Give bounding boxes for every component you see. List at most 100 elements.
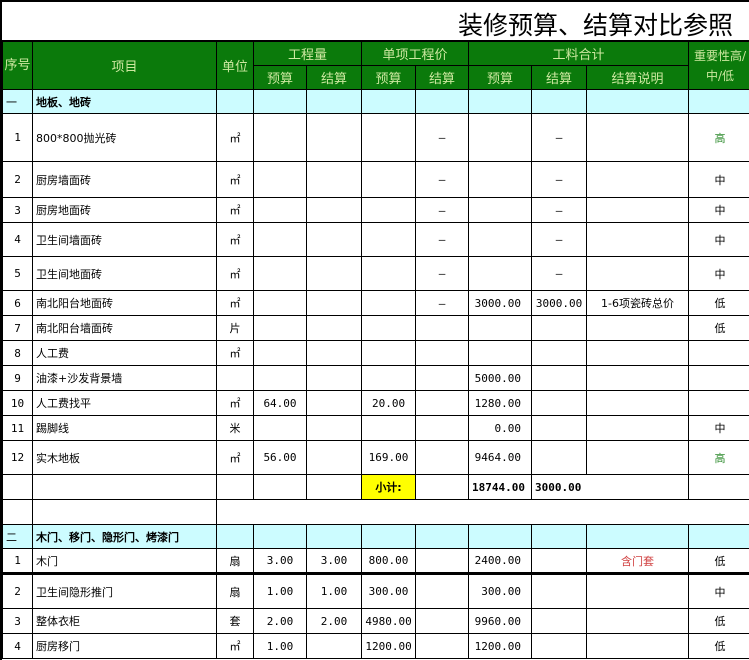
qty-budget[interactable] [253, 222, 307, 257]
row-seq[interactable]: 2 [2, 161, 33, 198]
cell[interactable] [688, 89, 749, 114]
cell[interactable] [32, 499, 217, 525]
price-budget[interactable] [361, 256, 417, 291]
cell[interactable] [305, 474, 363, 500]
settlement-note[interactable]: 含门套 [586, 548, 690, 575]
settlement-note[interactable] [586, 390, 690, 416]
settlement-note[interactable]: 1-6项瓷砖总价 [586, 290, 690, 316]
qty-settlement[interactable] [305, 161, 363, 198]
row-item[interactable]: 木门 [32, 548, 217, 575]
total-settlement[interactable]: 3000.00 [531, 290, 588, 316]
total-budget[interactable] [468, 315, 533, 341]
qty-settlement[interactable] [305, 365, 363, 391]
row-seq[interactable]: 10 [2, 390, 33, 416]
price-budget[interactable] [361, 315, 417, 341]
row-unit[interactable]: 米 [216, 415, 254, 441]
row-unit[interactable]: ㎡ [216, 197, 254, 223]
row-seq[interactable]: 3 [2, 197, 33, 223]
cell[interactable] [216, 89, 254, 114]
cell[interactable] [586, 474, 690, 500]
total-budget[interactable]: 9464.00 [468, 440, 533, 475]
qty-settlement[interactable] [305, 113, 363, 162]
settlement-note[interactable] [586, 608, 690, 634]
total-budget[interactable]: 9960.00 [468, 608, 533, 634]
total-settlement[interactable] [531, 365, 588, 391]
price-budget[interactable]: 800.00 [361, 548, 417, 575]
subtotal-label[interactable]: 小计: [361, 474, 417, 500]
price-budget[interactable]: 300.00 [361, 573, 417, 609]
row-item[interactable]: 厨房墙面砖 [32, 161, 217, 198]
importance[interactable]: 高 [688, 440, 749, 475]
total-settlement[interactable]: — [531, 113, 588, 162]
total-budget[interactable]: 5000.00 [468, 365, 533, 391]
cell[interactable] [216, 524, 254, 549]
total-budget[interactable] [468, 197, 533, 223]
price-budget[interactable] [361, 161, 417, 198]
importance[interactable]: 低 [688, 608, 749, 634]
price-budget[interactable]: 4980.00 [361, 608, 417, 634]
row-unit[interactable]: ㎡ [216, 256, 254, 291]
total-settlement[interactable] [531, 440, 588, 475]
subtotal-settlement[interactable]: 3000.00 [531, 474, 587, 500]
price-settlement[interactable]: — [415, 256, 470, 291]
cell[interactable] [586, 89, 690, 114]
total-budget[interactable]: 1280.00 [468, 390, 533, 416]
price-budget[interactable] [361, 113, 417, 162]
qty-settlement[interactable] [305, 440, 363, 475]
total-budget[interactable]: 1200.00 [468, 633, 533, 659]
price-settlement[interactable] [415, 390, 470, 416]
qty-budget[interactable] [253, 415, 307, 441]
importance[interactable]: 中 [688, 161, 749, 198]
settlement-note[interactable] [586, 161, 690, 198]
qty-budget[interactable]: 2.00 [253, 608, 307, 634]
importance[interactable]: 高 [688, 113, 749, 162]
cell[interactable] [2, 499, 33, 525]
price-settlement[interactable] [415, 340, 470, 366]
total-budget[interactable] [468, 222, 533, 257]
row-item[interactable]: 人工费 [32, 340, 217, 366]
qty-settlement[interactable] [305, 256, 363, 291]
total-budget[interactable] [468, 113, 533, 162]
importance[interactable]: 低 [688, 548, 749, 575]
total-budget[interactable] [468, 340, 533, 366]
qty-budget[interactable] [253, 340, 307, 366]
row-seq[interactable]: 11 [2, 415, 33, 441]
settlement-note[interactable] [586, 222, 690, 257]
row-unit[interactable]: ㎡ [216, 161, 254, 198]
settlement-note[interactable] [586, 197, 690, 223]
cell[interactable] [688, 474, 749, 500]
row-seq[interactable]: 12 [2, 440, 33, 475]
importance[interactable]: 低 [688, 315, 749, 341]
settlement-note[interactable] [586, 256, 690, 291]
importance[interactable]: 中 [688, 415, 749, 441]
qty-budget[interactable] [253, 365, 307, 391]
row-item[interactable]: 南北阳台地面砖 [32, 290, 217, 316]
cell[interactable] [468, 524, 533, 549]
row-unit[interactable]: 套 [216, 608, 254, 634]
cell[interactable] [468, 89, 533, 114]
row-seq[interactable]: 1 [2, 113, 33, 162]
qty-settlement[interactable]: 1.00 [305, 573, 363, 609]
cell[interactable] [415, 474, 470, 500]
cell[interactable] [361, 524, 417, 549]
row-item[interactable]: 卫生间地面砖 [32, 256, 217, 291]
cell[interactable] [531, 89, 588, 114]
price-budget[interactable]: 20.00 [361, 390, 417, 416]
cell[interactable] [2, 474, 33, 500]
price-settlement[interactable] [415, 633, 470, 659]
price-settlement[interactable]: — [415, 161, 470, 198]
row-unit[interactable]: ㎡ [216, 340, 254, 366]
total-settlement[interactable] [531, 573, 588, 609]
importance[interactable] [688, 340, 749, 366]
qty-budget[interactable] [253, 315, 307, 341]
price-settlement[interactable] [415, 440, 470, 475]
section-name[interactable]: 地板、地砖 [32, 89, 217, 114]
cell[interactable] [253, 474, 307, 500]
price-settlement[interactable] [415, 548, 470, 575]
row-seq[interactable]: 5 [2, 256, 33, 291]
cell[interactable] [253, 524, 307, 549]
qty-budget[interactable] [253, 113, 307, 162]
importance[interactable] [688, 390, 749, 416]
price-settlement[interactable] [415, 608, 470, 634]
price-budget[interactable] [361, 365, 417, 391]
